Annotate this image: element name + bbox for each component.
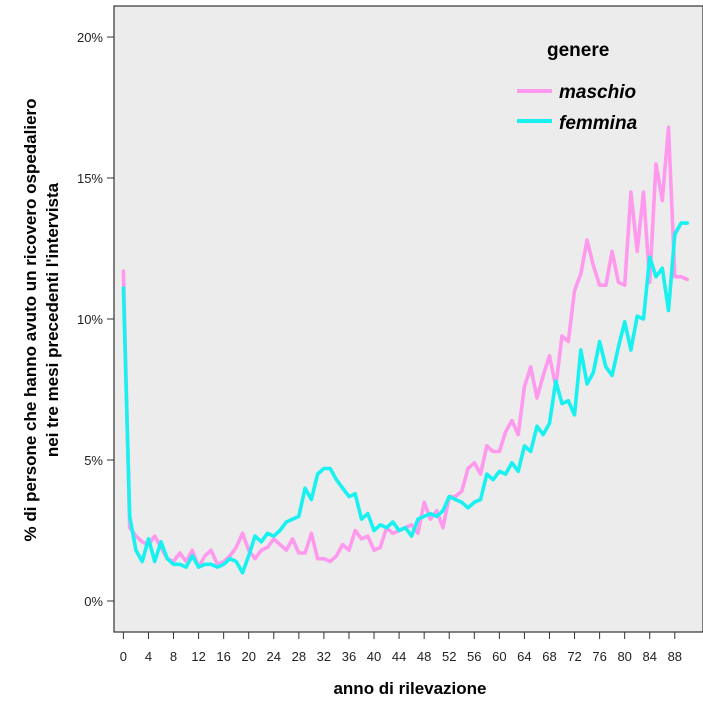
legend-label-femmina: femmina [559,113,638,134]
x-tick-label: 88 [668,649,682,664]
x-tick-label: 72 [567,649,581,664]
x-tick-label: 60 [492,649,506,664]
series-line-femmina [121,221,690,575]
x-tick-label: 64 [517,649,531,664]
legend: genere maschio femmina [517,40,638,134]
x-axis-title: anno di rilevazione [333,679,486,698]
legend-label-maschio: maschio [559,82,636,103]
x-tick-label: 4 [145,649,152,664]
y-tick-label: 5% [84,453,103,468]
x-tick-label: 56 [467,649,481,664]
x-tick-label: 12 [191,649,205,664]
y-tick-label: 0% [84,594,103,609]
y-tick-label: 20% [77,30,103,45]
x-tick-label: 80 [617,649,631,664]
y-axis-ticks: 0% 5% 10% 15% 20% [77,30,114,609]
x-tick-label: 20 [241,649,255,664]
x-tick-label: 28 [292,649,306,664]
series-lines [121,125,690,575]
x-tick-label: 32 [317,649,331,664]
x-tick-label: 68 [542,649,556,664]
x-tick-label: 0 [120,649,127,664]
y-axis-title-line-1: % di persone che hanno avuto un ricovero… [21,98,40,541]
x-tick-label: 48 [417,649,431,664]
x-tick-label: 76 [592,649,606,664]
x-tick-label: 44 [392,649,406,664]
x-tick-label: 36 [342,649,356,664]
x-tick-label: 84 [643,649,657,664]
y-axis-title-line-2: nei tre mesi precedenti l'intervista [43,182,62,457]
x-tick-label: 8 [170,649,177,664]
x-tick-label: 24 [267,649,281,664]
y-tick-label: 15% [77,171,103,186]
x-axis-ticks: 0 4 8 12 16 20 24 28 32 36 40 44 48 52 56 60 64 68 72 76 80 8… [120,632,682,664]
x-tick-label: 40 [367,649,381,664]
x-tick-label: 52 [442,649,456,664]
y-tick-label: 10% [77,312,103,327]
x-tick-label: 16 [216,649,230,664]
legend-title: genere [547,40,609,61]
